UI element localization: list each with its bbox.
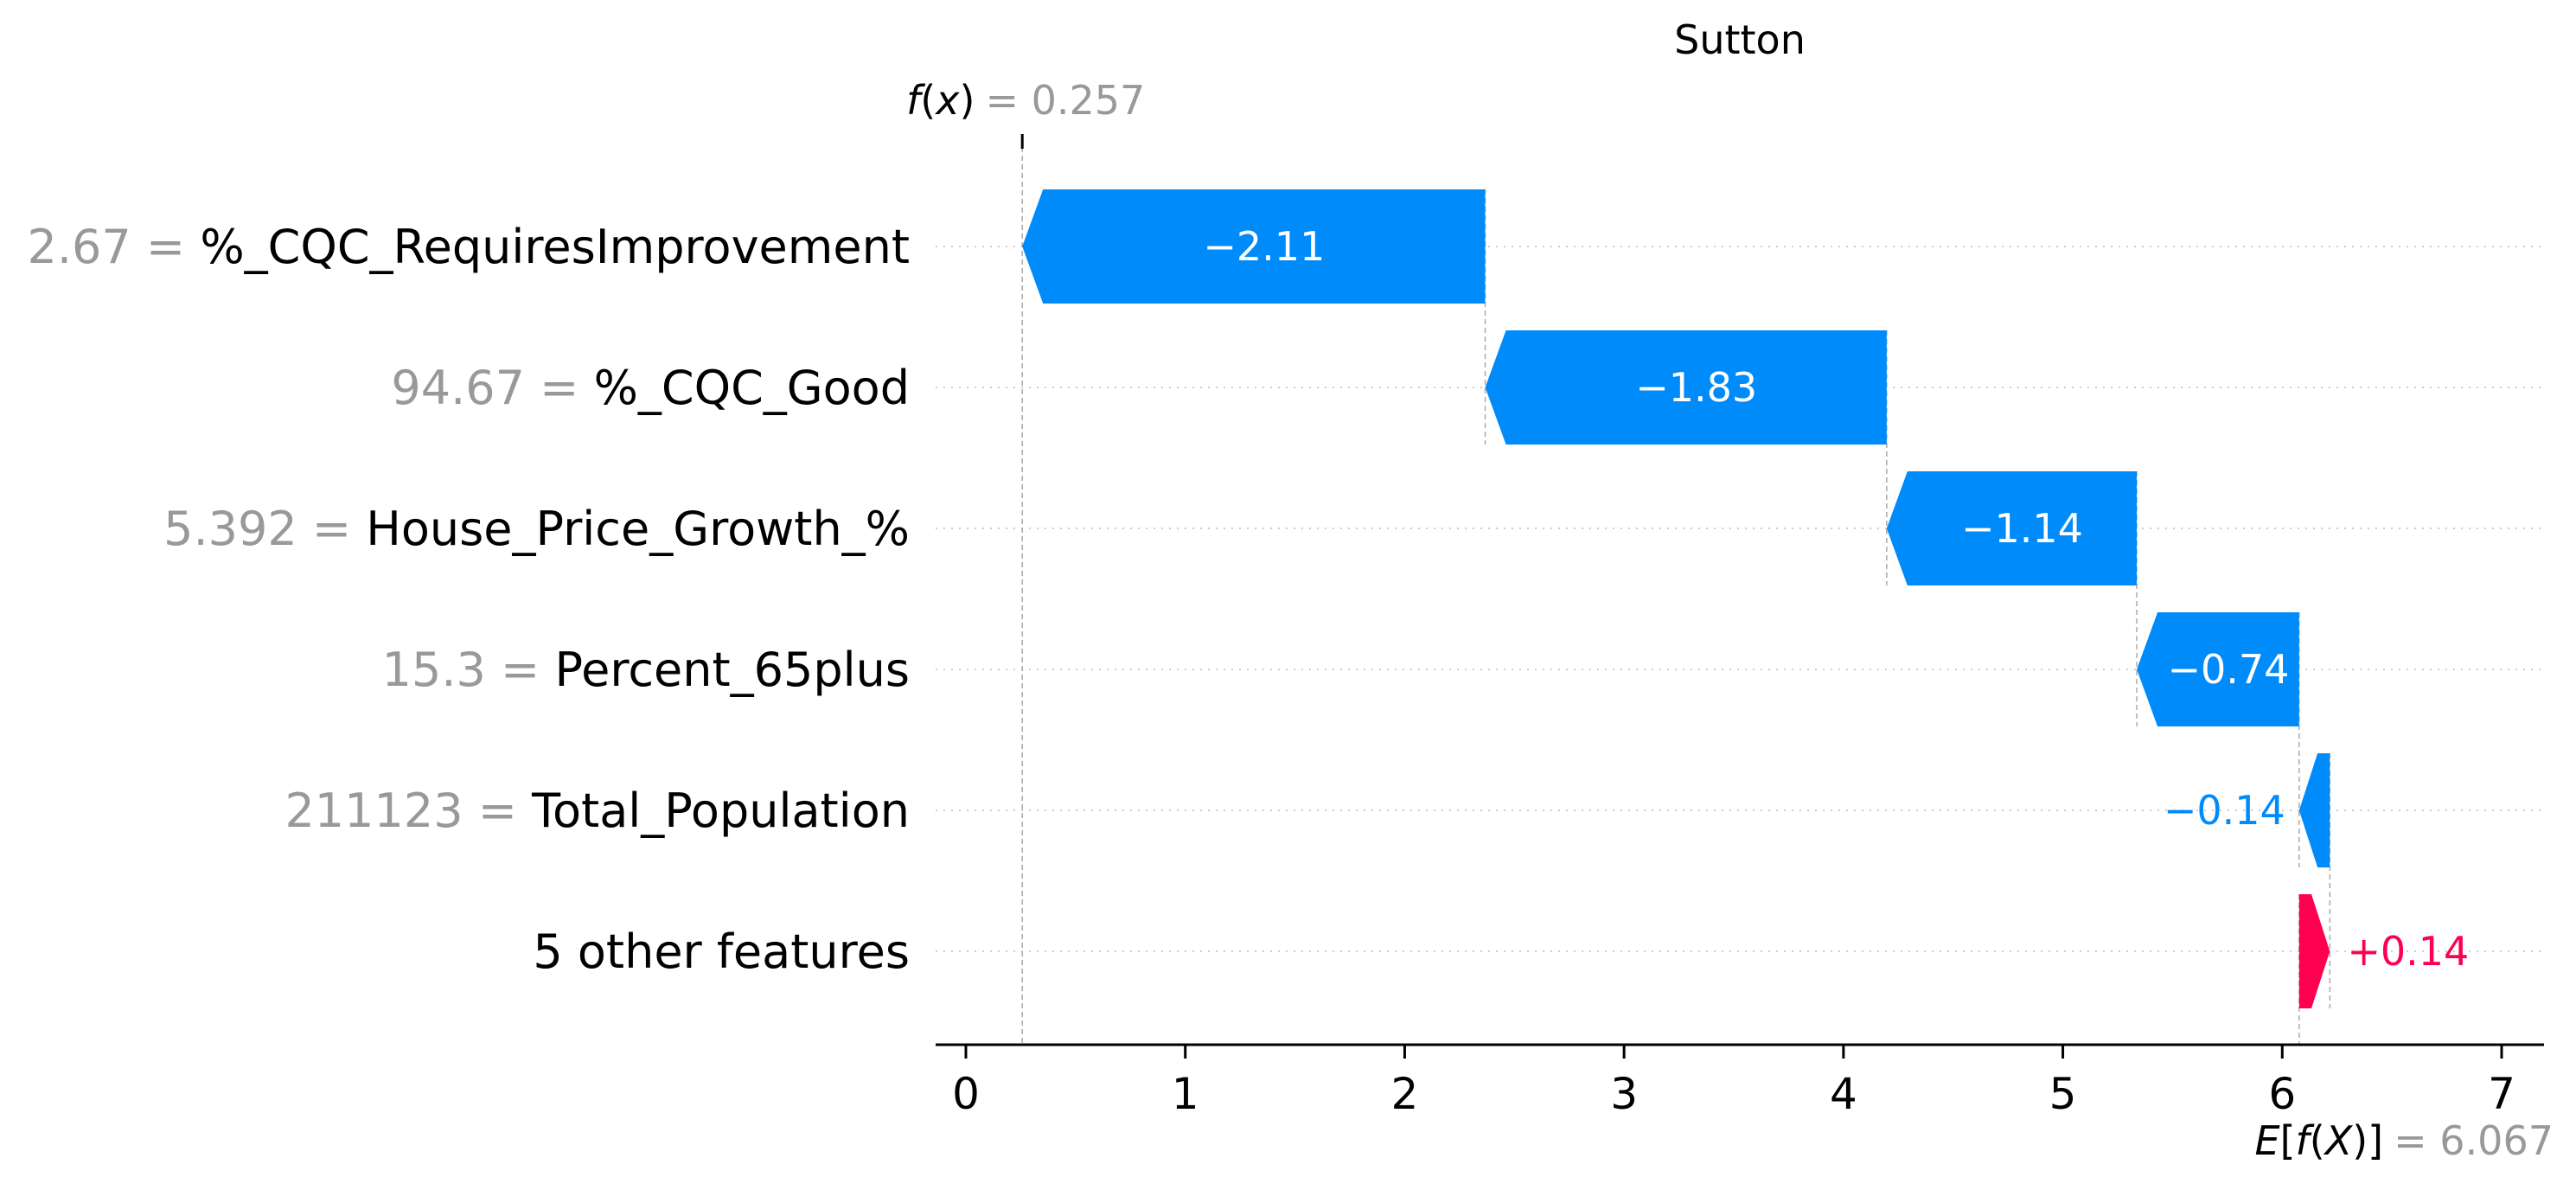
feature-value: 211123 = bbox=[284, 784, 532, 838]
feature-value: 5.392 = bbox=[163, 502, 366, 556]
feature-value: 94.67 = bbox=[391, 361, 593, 415]
feature-value: 15.3 = bbox=[382, 643, 555, 697]
x-tick-label: 7 bbox=[2488, 1069, 2515, 1119]
x-tick-label: 6 bbox=[2268, 1069, 2296, 1119]
x-axis-ticks: 0 1 2 3 4 5 6 7 bbox=[952, 1045, 2515, 1119]
waterfall-bar bbox=[1022, 189, 1486, 304]
efx-var: X bbox=[2324, 1117, 2354, 1164]
bar-value-label: −1.83 bbox=[1635, 364, 1757, 411]
base-value-label: E[f(X)] = 6.067 bbox=[2255, 1117, 2554, 1164]
feature-label: 5.392 = House_Price_Growth_% bbox=[163, 502, 910, 556]
feature-value: 2.67 = bbox=[28, 220, 201, 274]
waterfall-bar bbox=[1485, 330, 1887, 445]
output-value: 0.257 bbox=[1032, 77, 1146, 124]
bar-value-label: +0.14 bbox=[2347, 928, 2469, 975]
efx-close-bracket: ] bbox=[2368, 1117, 2383, 1164]
waterfall-bar bbox=[2298, 894, 2330, 1008]
feature-label: 211123 = Total_Population bbox=[284, 784, 910, 838]
output-value-label: f(x) = 0.257 bbox=[906, 77, 1145, 124]
feature-name: 5 other features bbox=[533, 924, 910, 979]
feature-labels: 2.67 = %_CQC_RequiresImprovement 94.67 = … bbox=[28, 220, 911, 979]
waterfall-bar bbox=[2137, 612, 2299, 726]
bar-value-label: −0.74 bbox=[2167, 646, 2289, 693]
bar-value-label: −0.14 bbox=[2164, 787, 2285, 834]
efx-open-bracket: [ bbox=[2280, 1117, 2296, 1164]
base-value: 6.067 bbox=[2439, 1117, 2554, 1164]
x-tick-label: 5 bbox=[2049, 1069, 2077, 1119]
guide-lines bbox=[1021, 138, 2331, 1045]
bars: −2.11 −1.83 −1.14 −0.74 −0.14 +0.14 bbox=[1022, 189, 2469, 1008]
bar-value-label: −2.11 bbox=[1203, 223, 1325, 270]
feature-label: 5 other features bbox=[533, 924, 910, 979]
x-tick-label: 2 bbox=[1391, 1069, 1419, 1119]
feature-label: 2.67 = %_CQC_RequiresImprovement bbox=[28, 220, 911, 274]
efx-eq: = bbox=[2394, 1117, 2439, 1164]
feature-name: Total_Population bbox=[531, 784, 910, 838]
efx-open-paren: ( bbox=[2310, 1117, 2325, 1164]
chart-title: Sutton bbox=[1674, 16, 1806, 63]
fx-open-paren: ( bbox=[920, 77, 936, 124]
x-tick-label: 1 bbox=[1172, 1069, 1199, 1119]
feature-name: House_Price_Growth_% bbox=[366, 502, 910, 556]
feature-label: 15.3 = Percent_65plus bbox=[382, 643, 910, 697]
feature-name: %_CQC_RequiresImprovement bbox=[200, 220, 910, 274]
efx-close-paren: ) bbox=[2352, 1117, 2368, 1164]
fx-var: x bbox=[934, 77, 960, 124]
x-tick-label: 3 bbox=[1610, 1069, 1638, 1119]
feature-name: %_CQC_Good bbox=[594, 361, 910, 415]
fx-close-paren: ) bbox=[959, 77, 975, 124]
efx-e: E bbox=[2255, 1117, 2280, 1164]
x-tick-label: 4 bbox=[1830, 1069, 1857, 1119]
fx-eq: = bbox=[985, 77, 1031, 124]
feature-label: 94.67 = %_CQC_Good bbox=[391, 361, 910, 415]
x-tick-label: 0 bbox=[952, 1069, 980, 1119]
bar-value-label: −1.14 bbox=[1961, 505, 2083, 552]
waterfall-bar bbox=[1886, 471, 2138, 585]
feature-name: Percent_65plus bbox=[554, 643, 910, 697]
waterfall-bar bbox=[2298, 753, 2330, 867]
